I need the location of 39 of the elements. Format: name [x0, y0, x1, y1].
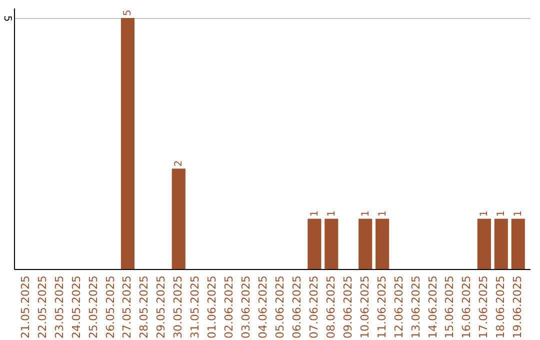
x-tick-label: 13.06.2025 — [409, 276, 422, 338]
x-tick-label: 27.05.2025 — [120, 276, 134, 338]
x-tick-label: 16.06.2025 — [460, 276, 474, 338]
data-label: 1 — [496, 210, 508, 217]
x-tick-label: 06.06.2025 — [290, 276, 304, 338]
x-tick-label: 28.05.2025 — [138, 276, 151, 338]
data-label: 1 — [326, 210, 338, 217]
data-label: 1 — [309, 210, 320, 217]
x-tick-label: 04.06.2025 — [256, 276, 270, 338]
data-label: 1 — [360, 210, 372, 217]
x-tick-label: 08.06.2025 — [324, 276, 338, 338]
x-tick-label: 21.05.2025 — [18, 276, 32, 338]
x-tick-label: 14.06.2025 — [426, 276, 440, 338]
x-tick-label: 17.06.2025 — [477, 276, 490, 338]
x-tick-label: 03.06.2025 — [240, 276, 253, 338]
x-tick-label: 31.05.2025 — [188, 276, 202, 338]
x-tick-label: 11.06.2025 — [375, 276, 388, 338]
data-label: 1 — [377, 210, 388, 217]
x-tick-label: 25.05.2025 — [86, 276, 100, 338]
x-tick-label: 30.05.2025 — [172, 276, 185, 338]
x-tick-label: 15.06.2025 — [443, 276, 456, 338]
x-tick-label: 18.06.2025 — [494, 276, 508, 338]
data-label: 1 — [479, 210, 490, 217]
x-tick-label: 19.06.2025 — [511, 276, 524, 338]
x-tick-label: 12.06.2025 — [392, 276, 406, 338]
data-label: 1 — [513, 210, 524, 217]
data-label: 5 — [122, 10, 134, 16]
x-tick-label: 29.05.2025 — [154, 276, 168, 338]
x-tick-label: 01.06.2025 — [206, 276, 219, 338]
x-tick-label: 24.05.2025 — [70, 276, 83, 338]
x-tick-label: 10.06.2025 — [358, 276, 372, 338]
x-tick-label: 02.06.2025 — [222, 276, 236, 338]
x-tick-label: 22.05.2025 — [36, 276, 49, 338]
data-label: 2 — [174, 160, 185, 167]
x-tick-label: 09.06.2025 — [341, 276, 354, 338]
x-tick-label: 05.06.2025 — [273, 276, 286, 338]
x-tick-label: 26.05.2025 — [104, 276, 117, 338]
x-tick-label: 23.05.2025 — [52, 276, 66, 338]
x-tick-label: 07.06.2025 — [307, 276, 320, 338]
